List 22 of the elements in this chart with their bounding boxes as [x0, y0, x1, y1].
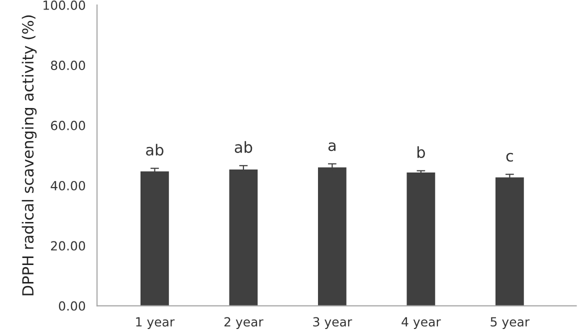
y-tick-label: 40.00	[50, 180, 86, 190]
bar	[406, 172, 436, 306]
y-tick-label: 0.00	[58, 301, 86, 311]
y-tick-label: 100.00	[44, 0, 86, 10]
x-tick-label: 4 year	[402, 317, 441, 329]
bar	[140, 171, 169, 306]
data-label: ab	[146, 144, 164, 156]
x-tick-label: 1 year	[136, 317, 175, 329]
y-tick-label: 20.00	[51, 241, 86, 251]
data-label: a	[328, 142, 336, 152]
x-tick-label: 2 year	[224, 317, 264, 329]
data-label: b	[417, 146, 425, 158]
bar	[495, 177, 524, 306]
y-tick-label: 60.00	[50, 120, 86, 130]
bar	[318, 167, 346, 306]
y-tick-label: 80.00	[50, 60, 86, 70]
x-tick-label: 5 year	[490, 317, 530, 329]
x-tick-label: 3 year	[313, 317, 352, 329]
bar	[229, 170, 258, 306]
y-axis-title: DPPH radical scavenging activity (%)	[22, 15, 37, 296]
data-label: c	[506, 152, 513, 162]
data-label: ab	[234, 141, 252, 153]
